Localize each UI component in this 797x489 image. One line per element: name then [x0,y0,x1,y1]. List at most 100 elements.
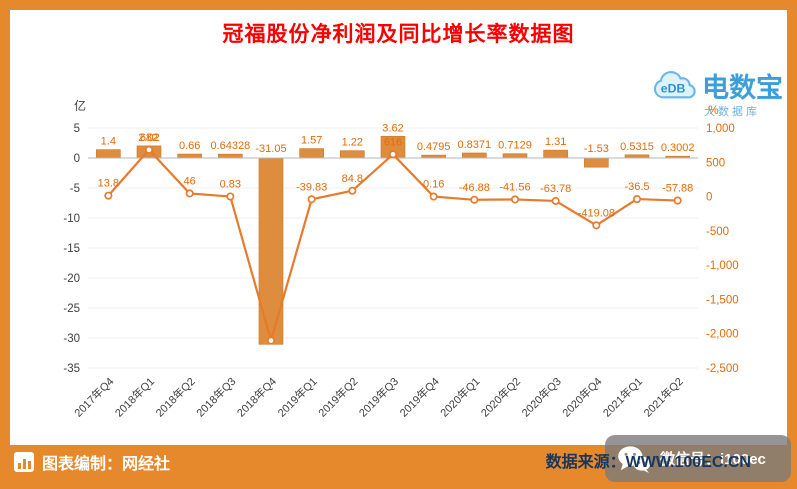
x-axis-category-label: 2021年Q2 [640,374,685,419]
y2-axis-tick-label: 0 [706,192,712,204]
line-value-label: -41.56 [499,181,530,193]
line-value-label: 84.8 [342,173,363,185]
y-axis-tick-label: -10 [63,213,80,225]
bar-value-label: 0.64328 [210,140,250,152]
bar [543,149,568,159]
y-axis-tick-label: 0 [74,153,80,165]
bar [258,157,284,345]
x-axis-category-label: 2020年Q2 [478,374,523,419]
x-axis-category-label: 2017年Q4 [71,374,116,419]
line-marker [185,189,194,198]
bar-value-label: 2.02 [138,132,159,144]
publisher-logo-icon [14,452,34,472]
y2-axis-tick-label: -1,500 [706,294,739,306]
line-marker [592,221,601,230]
cloud-logo-icon: eDB [653,70,696,98]
bar [462,152,487,159]
y2-axis-tick-label: 1,000 [706,123,735,135]
x-axis-category-label: 2019年Q4 [396,374,441,419]
bar [218,153,243,159]
x-axis-category-label: 2018年Q3 [193,374,238,419]
watermark-row: eDB 电数宝 [650,66,783,105]
y-axis-tick-label: -25 [63,303,80,315]
line-marker [226,192,235,201]
y-axis-tick-label: 5 [74,123,80,135]
footer-source-text: 数据来源：WWW.100EC.CN [545,454,751,471]
wechat-icon [618,445,651,473]
watermark: eDB 电数宝 大数据库 [650,66,783,119]
bar-value-label: 0.5315 [620,141,654,153]
bar-value-label: -1.53 [584,143,609,155]
bar-value-label: 1.4 [101,136,116,148]
y-axis-tick-label: -15 [63,243,80,255]
bar-value-label: 0.8371 [458,139,492,151]
x-axis-category-label: 2020年Q1 [437,374,482,419]
chart-canvas: 1.4 2.02 0.66 0.64328 -31.05 1.57 1.22 3.62 0.47… [63,98,739,420]
line-marker [510,195,520,204]
left-axis-unit-label: 亿 [74,98,86,113]
y-axis-tick-label: -35 [63,363,80,375]
x-axis-category-label: 2018年Q4 [234,374,279,419]
x-axis-category-label: 2019年Q2 [315,374,360,419]
footer-credit-text: 图表编制：网经社 [42,456,171,473]
x-axis-category-label: 2020年Q4 [559,374,604,419]
line-value-label: 0.16 [423,179,444,191]
right-axis-unit-label: % [708,103,719,117]
bar [299,148,324,159]
line-value-label: -419.08 [578,207,615,219]
footer-bar: 图表编制：网经社 数据来源：WWW.100EC.CN 微信号：i100ec [0,435,797,489]
x-axis-category-label: 2021年Q1 [600,374,645,419]
line-value-label: -46.88 [459,182,490,194]
line-marker [470,195,479,204]
wechat-badge: 微信号：i100ec [605,435,791,482]
bar-value-label: 0.7129 [498,140,532,152]
bar [502,153,528,159]
line-marker [144,145,154,154]
y2-axis-tick-label: -2,500 [706,363,739,375]
bar-value-label: 1.22 [342,137,363,149]
bar-value-label: 1.31 [545,136,566,148]
chart-title: 冠福股份净利润及同比增长率数据图 [222,23,575,46]
line-value-label: 682 [140,132,158,144]
y2-axis-tick-label: -2,000 [706,329,739,341]
line-marker [104,191,113,200]
line-value-label: -36.5 [624,181,649,193]
line-marker [632,195,642,204]
bar-value-label: 0.3002 [661,142,695,154]
watermark-subtitle: 大数据库 [704,106,760,118]
watermark-name: 电数宝 [702,73,783,103]
y-axis-tick-label: -5 [70,183,80,195]
y2-axis-tick-label: -500 [706,226,729,238]
x-axis-category-label: 2018年Q1 [112,374,157,419]
bar-value-label: -31.05 [255,143,286,155]
bar [340,150,365,159]
bar-value-label: 0.66 [179,140,200,152]
line-value-label: 46 [184,175,196,187]
line-marker [348,186,357,195]
y-axis-tick-label: -30 [63,333,80,345]
cloud-logo-text: eDB [661,81,686,95]
x-axis-category-label: 2018年Q2 [152,374,197,419]
line-value-label: -57.88 [662,183,693,195]
line-marker [673,196,682,205]
wechat-label: 微信号：i100ec [660,451,766,468]
line-marker [429,192,438,201]
line-marker [551,196,560,205]
line-marker [388,150,398,159]
line-value-label: 616 [384,136,402,148]
y2-axis-tick-label: -1,000 [706,260,739,272]
bar-value-label: 1.57 [301,135,322,147]
line-marker [307,195,316,204]
bar-value-label: 0.4795 [417,141,451,153]
bar [177,153,202,159]
line-marker [266,336,276,345]
x-axis-category-label: 2020年Q3 [518,374,563,419]
line-value-label: -39.83 [296,181,327,193]
line-value-label: 13.8 [98,178,119,190]
y2-axis-tick-label: 500 [706,157,725,169]
line-value-label: -63.78 [540,183,571,195]
y-axis-tick-label: -20 [63,273,80,285]
x-axis-category-label: 2019年Q1 [274,374,319,419]
footer-credit: 图表编制：网经社 [14,450,170,474]
